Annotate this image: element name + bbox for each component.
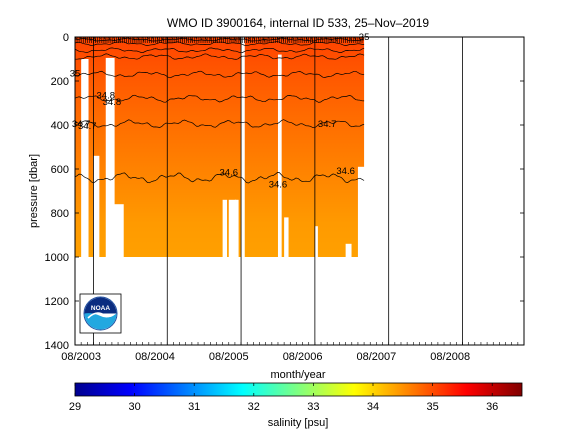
colorbar-tick-label: 34 xyxy=(367,401,379,413)
data-gap xyxy=(234,199,239,259)
colorbar-tick-label: 30 xyxy=(128,401,140,413)
contour-line xyxy=(75,47,365,54)
contour-label: 34.7 xyxy=(318,119,337,130)
y-axis: 0 200 400 600 800 1000 1200 1400 xyxy=(45,32,524,352)
x-axis: 08/2003 08/2004 08/2005 08/2006 08/2007 08/20… xyxy=(61,37,519,363)
colorbar-tick-label: 32 xyxy=(248,401,260,413)
y-tick-label: 0 xyxy=(63,32,69,44)
x-tick-label: 08/2006 xyxy=(283,351,323,363)
colorbar-tick-label: 29 xyxy=(69,401,81,413)
plot-frame xyxy=(74,36,525,346)
data-gap xyxy=(228,199,237,259)
data-gap xyxy=(93,155,100,259)
colorbar-tick-label: 33 xyxy=(307,401,319,413)
data-gap xyxy=(314,226,318,259)
chart-title: WMO ID 3900164, internal ID 533, 25–Nov–… xyxy=(167,16,429,30)
colorbar-label: salinity [psu] xyxy=(268,417,329,429)
data-gap xyxy=(111,204,124,259)
noaa-logo-text: NOAA xyxy=(91,305,110,312)
contour-label: 34.8 xyxy=(103,97,122,108)
y-tick-label: 200 xyxy=(51,76,69,88)
contour-line xyxy=(75,172,365,184)
contour-line xyxy=(75,94,365,103)
y-axis-label: pressure [dbar] xyxy=(28,154,40,228)
y-tick-label: 600 xyxy=(51,164,69,176)
data-gap xyxy=(241,37,245,259)
contour-label: 34.6 xyxy=(220,167,239,178)
data-gap xyxy=(357,166,366,259)
colorbar-tick-label: 31 xyxy=(188,401,200,413)
colorbar-ramp xyxy=(74,382,523,397)
data-gap xyxy=(81,59,89,259)
contour-line xyxy=(75,119,365,129)
contour-label: 34.7 xyxy=(72,119,91,130)
colorbar-tick-label: 36 xyxy=(486,401,498,413)
contour-lines xyxy=(75,37,365,184)
contour-label: 34.8 xyxy=(97,90,116,101)
x-tick-label: 08/2007 xyxy=(357,351,397,363)
data-gap xyxy=(284,217,289,259)
contour-line xyxy=(75,53,365,60)
data-gap xyxy=(222,199,228,259)
x-tick-label: 08/2003 xyxy=(61,351,101,363)
salinity-field xyxy=(75,37,366,260)
colorbar: 29 30 31 32 33 34 35 36 salinity [psu] xyxy=(69,382,523,429)
colorbar-ticks: 29 30 31 32 33 34 35 36 xyxy=(69,383,498,413)
y-tick-label: 1000 xyxy=(45,252,69,264)
y-tick-label: 1200 xyxy=(45,296,69,308)
contour-label: 34.7 xyxy=(78,121,97,132)
y-tick-label: 1400 xyxy=(45,340,69,352)
x-tick-label: 08/2005 xyxy=(209,351,249,363)
x-axis-label: month/year xyxy=(270,369,325,381)
noaa-logo: NOAA xyxy=(79,293,122,334)
y-tick-label: 800 xyxy=(51,208,69,220)
x-tick-label: 08/2004 xyxy=(135,351,175,363)
x-tick-label: 08/2008 xyxy=(430,351,470,363)
colorbar-tick-label: 35 xyxy=(426,401,438,413)
contour-label: 34.6 xyxy=(336,166,355,177)
data-gap xyxy=(277,54,282,259)
vertical-grid-lines xyxy=(93,37,463,345)
data-gap xyxy=(105,57,115,260)
contour-line xyxy=(75,70,365,79)
data-gap xyxy=(345,243,352,259)
y-tick-label: 400 xyxy=(51,120,69,132)
contour-label: 34.6 xyxy=(269,179,288,190)
